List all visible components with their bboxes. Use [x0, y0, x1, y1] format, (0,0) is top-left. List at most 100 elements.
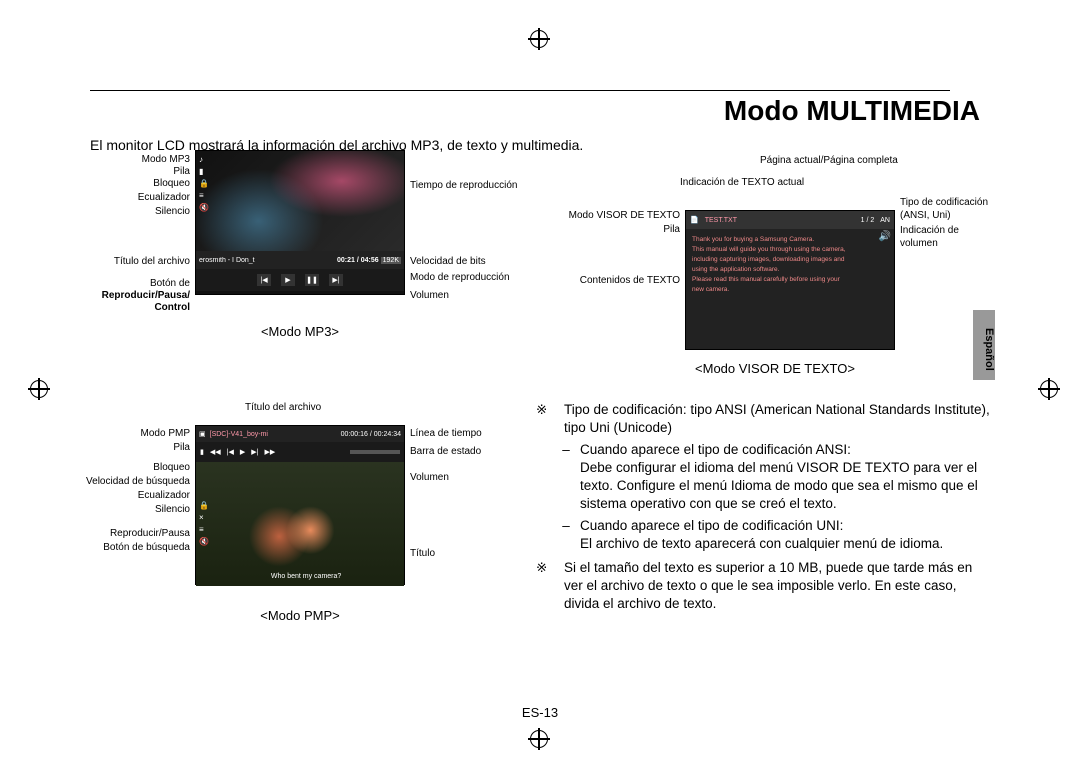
ffwd-button[interactable]: ▶▶: [264, 448, 275, 456]
eq-icon: ≡: [199, 190, 209, 202]
text-line: This manual will guide you through using…: [692, 245, 888, 255]
callout-label: Botón de búsqueda: [80, 542, 190, 553]
language-tab: Español: [973, 310, 995, 380]
mp3-info-bar: erosmith - I Don_t 00:21 / 04:56 192K: [196, 251, 404, 269]
callout-label: Control: [85, 302, 190, 313]
text-filename: TEST.TXT: [705, 217, 737, 224]
text-viewer-screen: 📄 TEST.TXT 1 / 2 AN 🔊 Thank you for buyi…: [685, 210, 895, 350]
text-line: Thank you for buying a Samsung Camera.: [692, 235, 888, 245]
mp3-file-title: erosmith - I Don_t: [199, 257, 335, 264]
play-button[interactable]: ▶: [240, 448, 245, 456]
pmp-icon: ▣: [199, 430, 206, 438]
callout-label: Barra de estado: [410, 446, 481, 457]
callout-label: Título: [410, 548, 435, 559]
eq-icon: ≡: [199, 524, 209, 536]
callout-label: Página actual/Página completa: [760, 155, 898, 166]
pmp-video-frame: 🔒 × ≡ 🔇 Who bent my camera?: [196, 462, 404, 586]
callout-label: Título del archivo: [245, 402, 321, 413]
bullet-item: ※Si el tamaño del texto es superior a 10…: [550, 559, 990, 613]
callout-label: Modo de reproducción: [410, 272, 510, 283]
callout-label: Pila: [545, 224, 680, 235]
page-number: ES-13: [522, 705, 558, 720]
mp3-bitrate: 192K: [381, 257, 401, 264]
mp3-controls: |◀ ▶ ❚❚ ▶|: [196, 269, 404, 291]
page-title: Modo MULTIMEDIA: [90, 95, 990, 127]
text-encoding: AN: [880, 217, 890, 224]
prev-button[interactable]: |◀: [257, 274, 271, 286]
mp3-caption: <Modo MP3>: [210, 324, 390, 339]
callout-label: Contenidos de TEXTO: [545, 275, 680, 286]
play-button[interactable]: ▶: [281, 274, 295, 286]
volume-icon: 🔊: [879, 231, 891, 242]
callout-label: Silencio: [80, 504, 190, 515]
sub-text: Cuando aparece el tipo de codificación U…: [580, 518, 843, 533]
callout-label: Tiempo de reproducción: [410, 180, 517, 191]
pmp-caption: <Modo PMP>: [210, 608, 390, 623]
text-line: new camera.: [692, 285, 888, 295]
callout-label: Bloqueo: [85, 178, 190, 189]
callout-label: Indicación de: [900, 225, 959, 236]
callout-label: Botón de: [85, 278, 190, 289]
callout-label: Pila: [80, 442, 190, 453]
prev-button[interactable]: |◀: [227, 448, 234, 456]
bullet-text: Tipo de codificación: tipo ANSI (America…: [564, 402, 990, 435]
registration-mark: [530, 730, 548, 748]
bullet-text: Si el tamaño del texto es superior a 10 …: [564, 560, 972, 611]
pmp-controls: ▮ ◀◀ |◀ ▶ ▶| ▶▶: [196, 442, 404, 462]
speed-icon: ×: [199, 512, 209, 524]
pmp-side-icons: 🔒 × ≡ 🔇: [199, 500, 209, 548]
callout-label: volumen: [900, 238, 938, 249]
title-rule: [90, 90, 950, 91]
battery-icon: ▮: [199, 166, 209, 178]
callout-label: Línea de tiempo: [410, 428, 482, 439]
lock-icon: 🔒: [199, 500, 209, 512]
mute-icon: 🔇: [199, 536, 209, 548]
text-icon: 📄: [690, 216, 699, 224]
callout-label: Título del archivo: [85, 256, 190, 267]
body-text: ※Tipo de codificación: tipo ANSI (Americ…: [550, 395, 990, 613]
rew-button[interactable]: ◀◀: [210, 448, 221, 456]
progress-bar: [350, 450, 400, 454]
text-line: using the application software.: [692, 265, 888, 275]
mp3-side-icons: ♪ ▮ 🔒 ≡ 🔇: [199, 154, 209, 214]
callout-label: Bloqueo: [80, 462, 190, 473]
pmp-screen: ▣ [SDC]-V41_boy-mi 00:00:16 / 00:24:34 ▮…: [195, 425, 405, 585]
pmp-time: 00:00:16 / 00:24:34: [341, 431, 401, 438]
callout-label: Modo VISOR DE TEXTO: [545, 210, 680, 221]
callout-label: Reproducir/Pausa: [80, 528, 190, 539]
callout-label: Volumen: [410, 290, 449, 301]
text-line: including capturing images, downloading …: [692, 255, 888, 265]
pause-button[interactable]: ❚❚: [305, 274, 319, 286]
pmp-file-title: [SDC]-V41_boy-mi: [210, 431, 268, 438]
sub-text-cont: El archivo de texto aparecerá con cualqu…: [550, 535, 990, 553]
callout-label: Modo MP3: [85, 154, 190, 165]
mp3-artwork: ♪ ▮ 🔒 ≡ 🔇: [196, 151, 404, 251]
callout-label: Indicación de TEXTO actual: [680, 177, 804, 188]
mute-icon: 🔇: [199, 202, 209, 214]
callout-label: Pila: [85, 166, 190, 177]
pmp-inner-title: Who bent my camera?: [271, 573, 341, 580]
sub-item: –Cuando aparece el tipo de codificación …: [550, 441, 990, 459]
text-header-bar: 📄 TEST.TXT 1 / 2 AN: [686, 211, 894, 229]
registration-mark: [30, 380, 48, 398]
callout-label: Ecualizador: [85, 192, 190, 203]
callout-label: Ecualizador: [80, 490, 190, 501]
text-page: 1 / 2: [861, 217, 875, 224]
mp3-time: 00:21 / 04:56: [337, 257, 379, 264]
text-body: Thank you for buying a Samsung Camera. T…: [686, 229, 894, 301]
txt-caption: <Modo VISOR DE TEXTO>: [670, 361, 880, 376]
callout-label: (ANSI, Uni): [900, 210, 951, 221]
sub-text-cont: Debe configurar el idioma del menú VISOR…: [550, 459, 990, 513]
callout-label: Reproducir/Pausa/: [85, 290, 190, 301]
sub-item: –Cuando aparece el tipo de codificación …: [550, 517, 990, 535]
sub-text: Cuando aparece el tipo de codificación A…: [580, 442, 851, 457]
callout-label: Velocidad de búsqueda: [70, 476, 190, 487]
next-button[interactable]: ▶|: [329, 274, 343, 286]
callout-label: Tipo de codificación: [900, 197, 988, 208]
pmp-title-bar: ▣ [SDC]-V41_boy-mi 00:00:16 / 00:24:34: [196, 426, 404, 442]
battery-icon: ▮: [200, 448, 204, 456]
callout-label: Silencio: [85, 206, 190, 217]
page-content: Modo MULTIMEDIA El monitor LCD mostrará …: [90, 90, 990, 690]
next-button[interactable]: ▶|: [251, 448, 258, 456]
music-icon: ♪: [199, 154, 209, 166]
